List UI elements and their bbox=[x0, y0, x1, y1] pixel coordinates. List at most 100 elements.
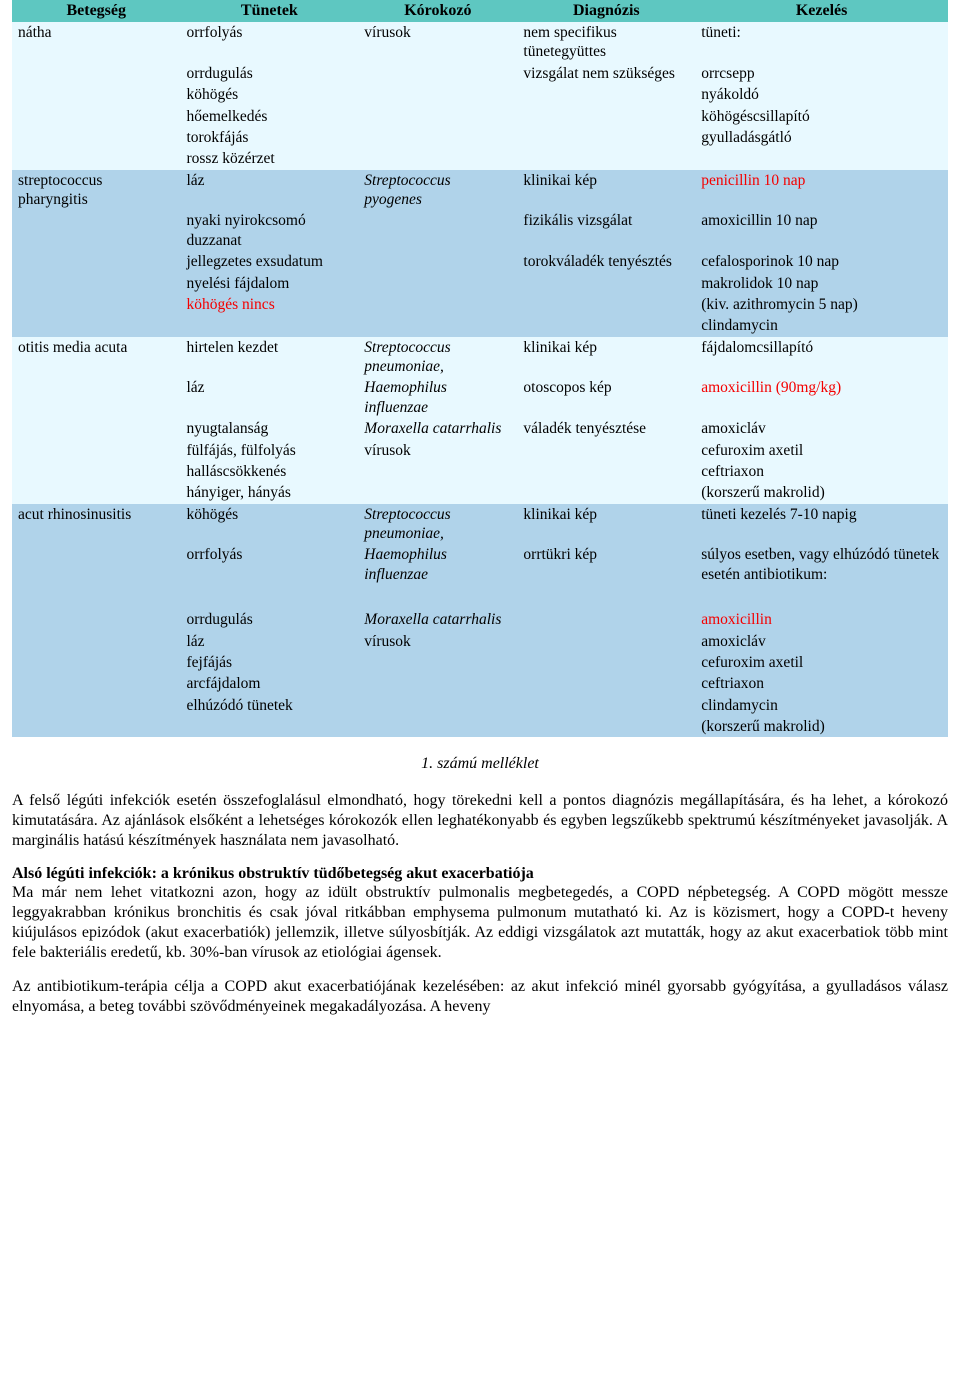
table-cell bbox=[12, 652, 180, 673]
table-cell bbox=[12, 461, 180, 482]
table-cell: streptococcus pharyngitis bbox=[12, 170, 180, 211]
table-cell: clindamycin bbox=[695, 695, 948, 716]
table-cell: köhögéscsillapító bbox=[695, 106, 948, 127]
table-cell bbox=[517, 84, 695, 105]
table-cell bbox=[12, 609, 180, 630]
table-cell: nyaki nyirokcsomó duzzanat bbox=[180, 210, 358, 251]
table-cell bbox=[358, 716, 517, 737]
table-cell: cefuroxim axetil bbox=[695, 440, 948, 461]
table-row: fejfájáscefuroxim axetil bbox=[12, 652, 948, 673]
table-cell bbox=[358, 273, 517, 294]
table-cell: vírusok bbox=[358, 631, 517, 652]
table-cell bbox=[12, 294, 180, 315]
disease-table: BetegségTünetekKórokozóDiagnózisKezelés … bbox=[12, 0, 948, 737]
table-cell: (korszerű makrolid) bbox=[695, 482, 948, 503]
table-cell: fülfájás, fülfolyás bbox=[180, 440, 358, 461]
table-cell: fájdalomcsillapító bbox=[695, 337, 948, 378]
table-row: clindamycin bbox=[12, 315, 948, 336]
table-row: köhögés nincs(kiv. azithromycin 5 nap) bbox=[12, 294, 948, 315]
table-cell: Streptococcus pneumoniae, bbox=[358, 504, 517, 545]
table-cell: fizikális vizsgálat bbox=[517, 210, 695, 251]
table-cell bbox=[358, 127, 517, 148]
table-cell: köhögés bbox=[180, 84, 358, 105]
table-row: náthaorrfolyásvírusoknem specifikus tüne… bbox=[12, 22, 948, 63]
table-cell: arcfájdalom bbox=[180, 673, 358, 694]
table-header-row: BetegségTünetekKórokozóDiagnózisKezelés bbox=[12, 0, 948, 22]
table-cell: ceftriaxon bbox=[695, 461, 948, 482]
table-cell: Haemophilus influenzae bbox=[358, 544, 517, 585]
table-row: nyaki nyirokcsomó duzzanat fizikális vizs… bbox=[12, 210, 948, 251]
table-header-cell: Diagnózis bbox=[517, 0, 695, 22]
table-row: jellegzetes exsudatumtorokváladék tenyés… bbox=[12, 251, 948, 272]
table-cell bbox=[12, 440, 180, 461]
table-cell: acut rhinosinusitis bbox=[12, 504, 180, 545]
table-cell: amoxicillin 10 nap bbox=[695, 210, 948, 251]
table-cell bbox=[358, 315, 517, 336]
table-cell: elhúzódó tünetek bbox=[180, 695, 358, 716]
table-cell bbox=[12, 631, 180, 652]
table-cell: amoxicillin (90mg/kg) bbox=[695, 377, 948, 418]
table-row: rossz közérzet bbox=[12, 148, 948, 169]
table-cell bbox=[517, 127, 695, 148]
table-cell bbox=[358, 63, 517, 84]
table-cell bbox=[517, 673, 695, 694]
table-cell: Streptococcus pyogenes bbox=[358, 170, 517, 211]
table-cell: hirtelen kezdet bbox=[180, 337, 358, 378]
table-caption: 1. számú melléklet bbox=[12, 755, 948, 773]
table-cell: cefuroxim axetil bbox=[695, 652, 948, 673]
table-cell: klinikai kép bbox=[517, 504, 695, 545]
table-gap bbox=[12, 585, 948, 609]
table-header-cell: Kezelés bbox=[695, 0, 948, 22]
table-cell bbox=[358, 695, 517, 716]
table-cell bbox=[12, 84, 180, 105]
table-cell: nyelési fájdalom bbox=[180, 273, 358, 294]
table-cell: láz bbox=[180, 377, 358, 418]
table-cell bbox=[517, 148, 695, 169]
table-header-cell: Kórokozó bbox=[358, 0, 517, 22]
table-cell bbox=[517, 652, 695, 673]
table-row: hányiger, hányás (korszerű makrolid) bbox=[12, 482, 948, 503]
paragraph-1: A felső légúti infekciók esetén összefog… bbox=[12, 791, 948, 851]
paragraph-3: Az antibiotikum-terápia célja a COPD aku… bbox=[12, 977, 948, 1017]
table-cell bbox=[358, 251, 517, 272]
table-cell: láz bbox=[180, 631, 358, 652]
table-cell: hőemelkedés bbox=[180, 106, 358, 127]
table-cell: orrtükri kép bbox=[517, 544, 695, 585]
table-cell: Moraxella catarrhalis bbox=[358, 418, 517, 439]
table-cell bbox=[12, 377, 180, 418]
table-row: acut rhinosinusitisköhögésStreptococcus … bbox=[12, 504, 948, 545]
table-row: orrdugulásvizsgálat nem szükségesorrcsep… bbox=[12, 63, 948, 84]
table-cell bbox=[358, 210, 517, 251]
table-cell bbox=[358, 84, 517, 105]
table-cell bbox=[358, 461, 517, 482]
table-row: streptococcus pharyngitislázStreptococcu… bbox=[12, 170, 948, 211]
table-cell: orrfolyás bbox=[180, 544, 358, 585]
table-header-cell: Tünetek bbox=[180, 0, 358, 22]
table-cell: tüneti kezelés 7-10 napig bbox=[695, 504, 948, 545]
table-cell bbox=[12, 544, 180, 585]
table-cell: makrolidok 10 nap bbox=[695, 273, 948, 294]
table-row: nyugtalanságMoraxella catarrhalisváladék… bbox=[12, 418, 948, 439]
table-cell bbox=[517, 461, 695, 482]
table-cell: hányiger, hányás bbox=[180, 482, 358, 503]
table-cell: amoxicláv bbox=[695, 631, 948, 652]
table-cell: ceftriaxon bbox=[695, 673, 948, 694]
table-cell bbox=[12, 273, 180, 294]
table-cell bbox=[180, 716, 358, 737]
table-cell: nátha bbox=[12, 22, 180, 63]
table-row: halláscsökkenésceftriaxon bbox=[12, 461, 948, 482]
table-cell: orrdugulás bbox=[180, 63, 358, 84]
table-row: arcfájdalom ceftriaxon bbox=[12, 673, 948, 694]
table-cell bbox=[517, 106, 695, 127]
table-row: orrfolyásHaemophilus influenzaeorrtükri … bbox=[12, 544, 948, 585]
table-cell bbox=[517, 315, 695, 336]
table-cell: (korszerű makrolid) bbox=[695, 716, 948, 737]
table-cell bbox=[358, 148, 517, 169]
table-cell bbox=[517, 294, 695, 315]
table-cell bbox=[12, 716, 180, 737]
table-cell bbox=[517, 273, 695, 294]
table-cell bbox=[12, 673, 180, 694]
table-row: hőemelkedés köhögéscsillapító bbox=[12, 106, 948, 127]
table-cell bbox=[12, 695, 180, 716]
table-cell: amoxicillin bbox=[695, 609, 948, 630]
